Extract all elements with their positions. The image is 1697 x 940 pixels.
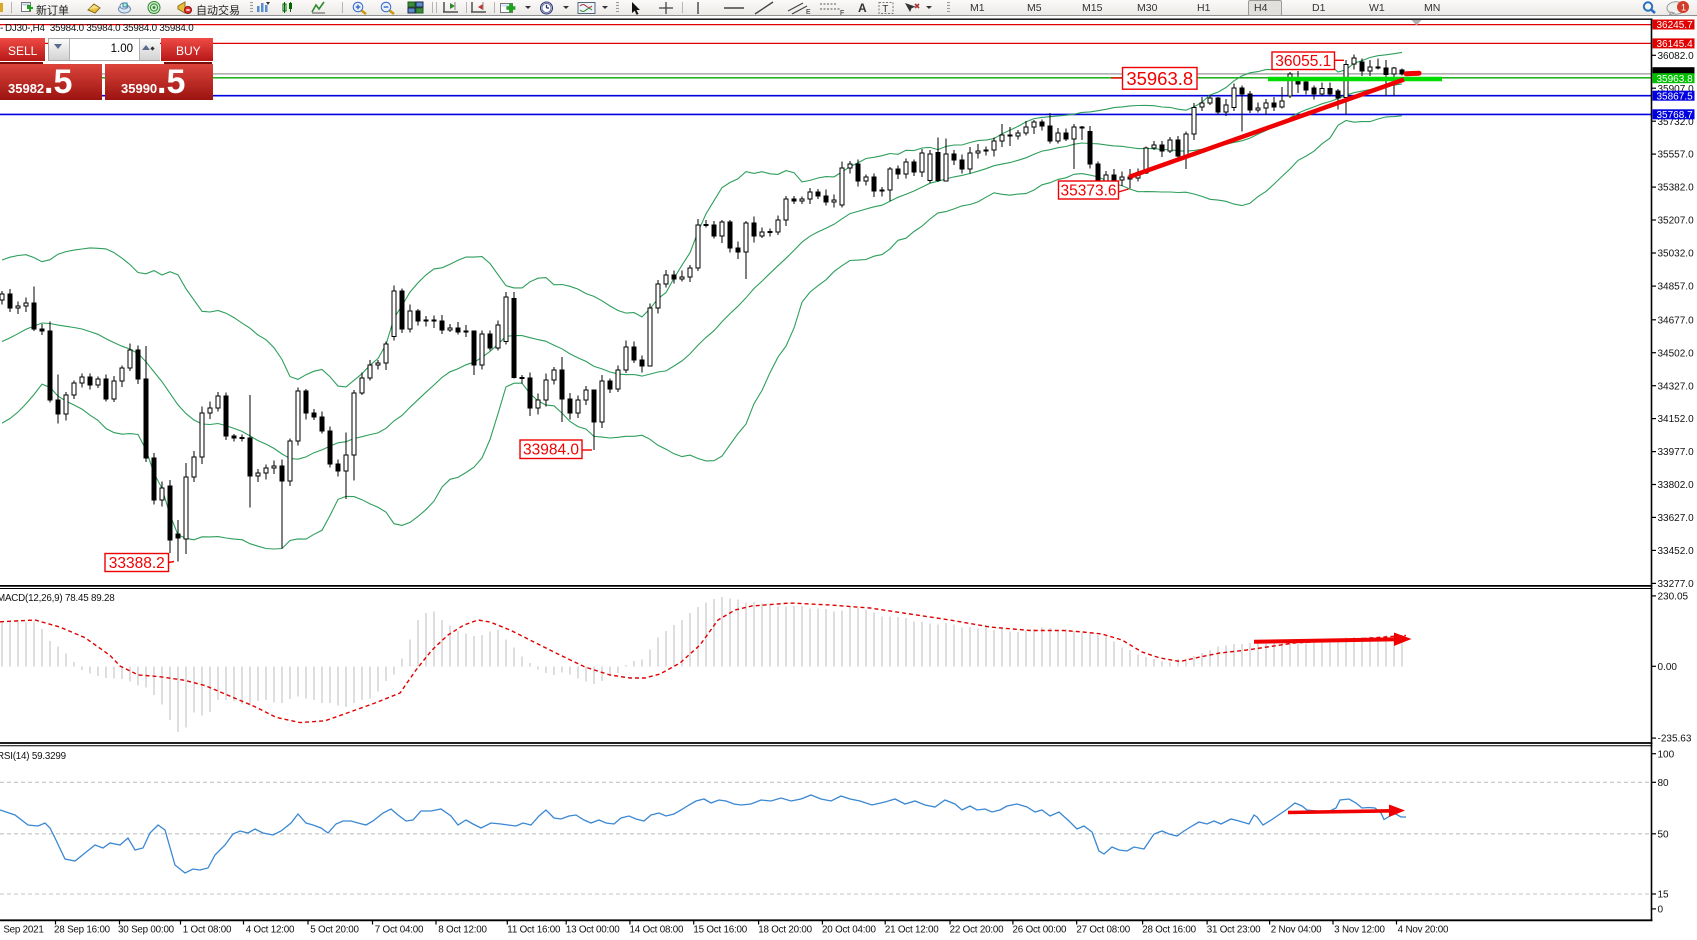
- svg-text:Sep 2021: Sep 2021: [3, 925, 43, 936]
- svg-text:5 Oct 20:00: 5 Oct 20:00: [310, 925, 359, 936]
- svg-text:28 Oct 16:00: 28 Oct 16:00: [1142, 925, 1196, 936]
- svg-text:0: 0: [1658, 905, 1664, 916]
- svg-text:35768.7: 35768.7: [1657, 110, 1694, 121]
- svg-text:8 Oct 12:00: 8 Oct 12:00: [438, 925, 487, 936]
- svg-text:35032.0: 35032.0: [1658, 249, 1695, 260]
- svg-text:50: 50: [1658, 829, 1670, 840]
- svg-text:RSI(14) 59.3299: RSI(14) 59.3299: [0, 751, 66, 762]
- svg-text:33627.0: 33627.0: [1658, 513, 1695, 524]
- svg-text:34327.0: 34327.0: [1658, 381, 1695, 392]
- svg-text:20 Oct 04:00: 20 Oct 04:00: [822, 925, 876, 936]
- svg-text:35557.0: 35557.0: [1658, 150, 1695, 161]
- svg-text:28 Sep 16:00: 28 Sep 16:00: [54, 925, 111, 936]
- svg-text:100: 100: [1658, 749, 1675, 760]
- svg-text:7 Oct 04:00: 7 Oct 04:00: [375, 925, 424, 936]
- svg-text:0.00: 0.00: [1658, 662, 1678, 673]
- svg-text:33388.2: 33388.2: [109, 555, 165, 572]
- svg-text:14 Oct 08:00: 14 Oct 08:00: [630, 925, 684, 936]
- svg-text:E: E: [806, 9, 811, 15]
- svg-text:34152.0: 34152.0: [1658, 414, 1695, 425]
- svg-text:4 Nov 20:00: 4 Nov 20:00: [1398, 925, 1449, 936]
- svg-text:35373.6: 35373.6: [1060, 182, 1116, 199]
- svg-text:DJ30-,H4 35984.0 35984.0 3598: DJ30-,H4 35984.0 35984.0 35984.0 35984.0: [5, 23, 194, 34]
- svg-text:T: T: [882, 4, 888, 15]
- svg-text:15 Oct 16:00: 15 Oct 16:00: [693, 925, 747, 936]
- svg-text:26 Oct 00:00: 26 Oct 00:00: [1013, 925, 1067, 936]
- svg-text:13 Oct 00:00: 13 Oct 00:00: [566, 925, 620, 936]
- svg-text:18 Oct 20:00: 18 Oct 20:00: [758, 925, 812, 936]
- svg-text:80: 80: [1658, 778, 1670, 789]
- svg-text:3 Nov 12:00: 3 Nov 12:00: [1334, 925, 1385, 936]
- svg-text:36082.0: 36082.0: [1658, 51, 1695, 62]
- svg-text:35867.5: 35867.5: [1657, 91, 1694, 102]
- svg-text:230.05: 230.05: [1658, 592, 1689, 603]
- svg-text:36245.7: 36245.7: [1657, 20, 1694, 31]
- svg-text:1: 1: [1681, 3, 1686, 13]
- svg-text:21 Oct 12:00: 21 Oct 12:00: [885, 925, 939, 936]
- svg-text:36145.4: 36145.4: [1657, 39, 1694, 50]
- svg-text:35963.8: 35963.8: [1126, 68, 1193, 89]
- svg-text:35907.0: 35907.0: [1658, 84, 1695, 95]
- svg-text:36055.1: 36055.1: [1275, 53, 1331, 70]
- svg-text:27 Oct 08:00: 27 Oct 08:00: [1076, 925, 1130, 936]
- svg-text:35963.8: 35963.8: [1657, 74, 1694, 85]
- svg-text:2 Nov 04:00: 2 Nov 04:00: [1271, 925, 1322, 936]
- svg-text:31 Oct 23:00: 31 Oct 23:00: [1207, 925, 1261, 936]
- svg-text:35382.0: 35382.0: [1658, 183, 1695, 194]
- svg-text:34857.0: 34857.0: [1658, 282, 1695, 293]
- svg-text:33984.0: 33984.0: [523, 442, 579, 459]
- svg-text:33802.0: 33802.0: [1658, 480, 1695, 491]
- svg-text:11 Oct 16:00: 11 Oct 16:00: [507, 925, 561, 936]
- svg-text:-235.63: -235.63: [1658, 734, 1692, 745]
- svg-text:34677.0: 34677.0: [1658, 315, 1695, 326]
- svg-text:34502.0: 34502.0: [1658, 348, 1695, 359]
- svg-text:-: -: [0, 22, 4, 34]
- svg-text:33452.0: 33452.0: [1658, 546, 1695, 557]
- svg-text:33977.0: 33977.0: [1658, 447, 1695, 458]
- svg-text:35207.0: 35207.0: [1658, 216, 1695, 227]
- svg-text:35732.0: 35732.0: [1658, 117, 1695, 128]
- svg-text:F: F: [840, 10, 844, 15]
- svg-text:30 Sep 00:00: 30 Sep 00:00: [118, 925, 175, 936]
- svg-text:1 Oct 08:00: 1 Oct 08:00: [183, 925, 232, 936]
- svg-text:MACD(12,26,9) 78.45 89.28: MACD(12,26,9) 78.45 89.28: [0, 593, 115, 604]
- svg-text:15: 15: [1658, 890, 1670, 901]
- svg-text:4 Oct 12:00: 4 Oct 12:00: [246, 925, 295, 936]
- svg-text:22 Oct 20:00: 22 Oct 20:00: [950, 925, 1004, 936]
- svg-text:33277.0: 33277.0: [1658, 579, 1695, 590]
